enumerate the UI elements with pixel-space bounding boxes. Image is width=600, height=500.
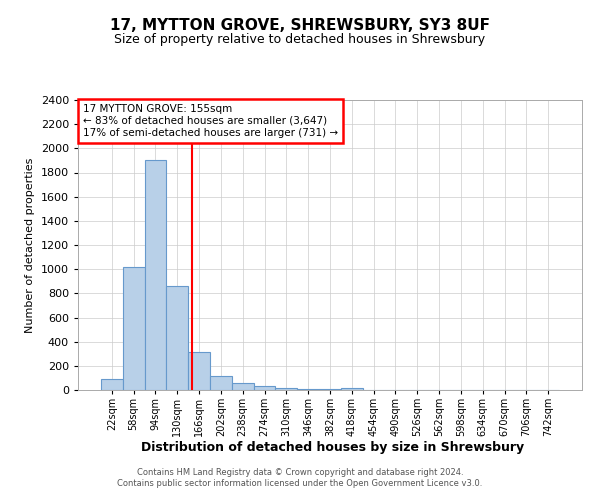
Bar	[210, 376, 232, 390]
Y-axis label: Number of detached properties: Number of detached properties	[25, 158, 35, 332]
Bar	[341, 388, 363, 390]
Bar	[123, 267, 145, 390]
Bar	[254, 386, 275, 390]
Text: Distribution of detached houses by size in Shrewsbury: Distribution of detached houses by size …	[142, 441, 524, 454]
Bar	[145, 160, 166, 390]
Bar	[297, 389, 319, 390]
Bar	[101, 379, 123, 390]
Bar	[166, 286, 188, 390]
Text: Contains HM Land Registry data © Crown copyright and database right 2024.
Contai: Contains HM Land Registry data © Crown c…	[118, 468, 482, 487]
Text: Size of property relative to detached houses in Shrewsbury: Size of property relative to detached ho…	[115, 32, 485, 46]
Bar	[319, 389, 341, 390]
Bar	[275, 388, 297, 390]
Text: 17, MYTTON GROVE, SHREWSBURY, SY3 8UF: 17, MYTTON GROVE, SHREWSBURY, SY3 8UF	[110, 18, 490, 32]
Bar	[232, 384, 254, 390]
Bar	[188, 352, 210, 390]
Text: 17 MYTTON GROVE: 155sqm
← 83% of detached houses are smaller (3,647)
17% of semi: 17 MYTTON GROVE: 155sqm ← 83% of detache…	[83, 104, 338, 138]
